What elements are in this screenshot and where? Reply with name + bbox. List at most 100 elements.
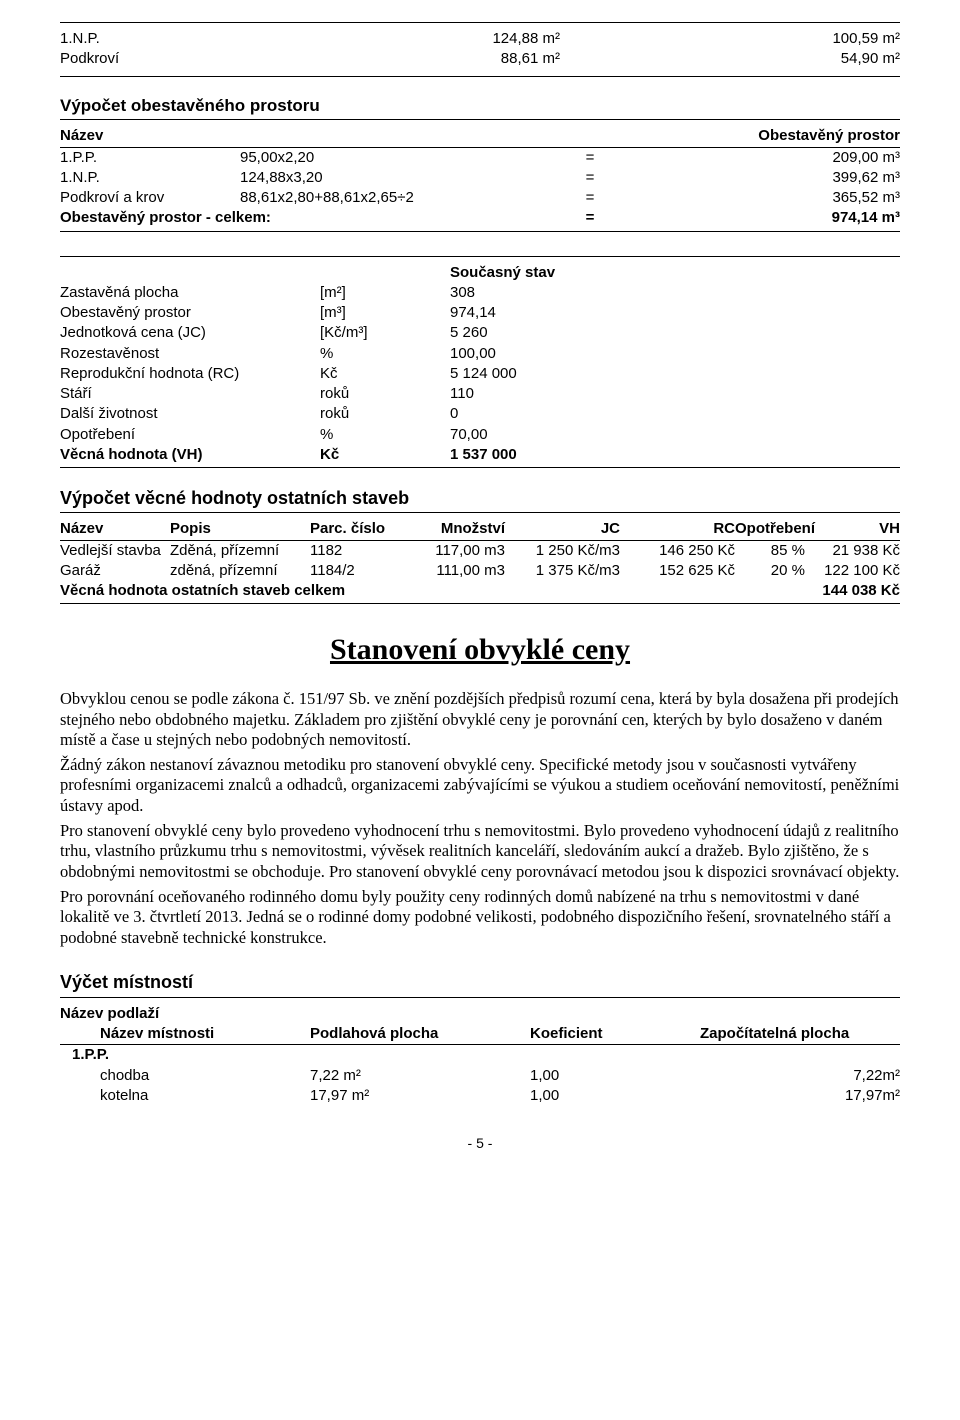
area-val-a: 124,88 m² (240, 29, 560, 49)
ss-val: 100,00 (410, 344, 900, 364)
th-popis: Popis (170, 519, 310, 539)
paragraph: Obvyklou cenou se podle zákona č. 151/97… (60, 689, 900, 751)
rule (60, 256, 900, 257)
vh-opot: 20 % (735, 561, 805, 581)
vh-vh: 21 938 Kč (805, 541, 900, 561)
th-rc: RC (620, 519, 735, 539)
rule (60, 997, 900, 998)
vh-total-val: 144 038 Kč (822, 581, 900, 601)
vop-head-prostor: Obestavěný prostor (610, 126, 900, 146)
mist-zap: 7,22m² (700, 1066, 900, 1086)
ss-final-val: 1 537 000 (410, 445, 900, 465)
ss-label: Rozestavěnost (60, 344, 320, 364)
mist-koef: 1,00 (530, 1066, 700, 1086)
ss-val: 0 (410, 404, 900, 424)
section-title-mistnosti: Výčet místností (60, 970, 900, 994)
area-name: 1.N.P. (60, 29, 240, 49)
table-row: Obestavěný prostor[m³]974,14 (60, 303, 900, 323)
table-row: Jednotková cena (JC)[Kč/m³]5 260 (60, 323, 900, 343)
rule (60, 467, 900, 468)
ss-unit: % (320, 425, 410, 445)
vop-name: 1.P.P. (60, 148, 240, 168)
ss-title: Současný stav (410, 263, 900, 283)
vop-name: 1.N.P. (60, 168, 240, 188)
th-vh: VH (805, 519, 900, 539)
main-heading: Stanovení obvyklé ceny (60, 630, 900, 671)
ss-label: Opotřebení (60, 425, 320, 445)
section-title-vh-ostatni: Výpočet věcné hodnoty ostatních staveb (60, 486, 900, 510)
vop-total-val: 974,14 m³ (610, 208, 900, 228)
vop-expr: 95,00x2,20 (240, 148, 570, 168)
table-row: Vedlejší stavba Zděná, přízemní 1182 117… (60, 541, 900, 561)
ss-val: 110 (410, 384, 900, 404)
ss-label: Další životnost (60, 404, 320, 424)
mist-name: kotelna (60, 1086, 310, 1106)
ss-title-row: Současný stav (60, 263, 900, 283)
mist-head-plocha: Podlahová plocha (310, 1024, 530, 1044)
mist-plocha: 7,22 m² (310, 1066, 530, 1086)
ss-label: Reprodukční hodnota (RC) (60, 364, 320, 384)
rule (60, 119, 900, 120)
ss-unit: [m³] (320, 303, 410, 323)
ss-unit: [Kč/m³] (320, 323, 410, 343)
ss-final-row: Věcná hodnota (VH)Kč1 537 000 (60, 445, 900, 465)
th-parc: Parc. číslo (310, 519, 400, 539)
table-row: chodba 7,22 m² 1,00 7,22m² (60, 1066, 900, 1086)
ss-unit: Kč (320, 364, 410, 384)
vop-val: 209,00 m³ (610, 148, 900, 168)
vh-nazev: Garáž (60, 561, 170, 581)
vop-eq: = (570, 188, 610, 208)
page: 1.N.P. 124,88 m² 100,59 m² Podkroví 88,6… (0, 0, 960, 1193)
vh-nazev: Vedlejší stavba (60, 541, 170, 561)
vh-rc: 146 250 Kč (620, 541, 735, 561)
table-row: 1.N.P. 124,88 m² 100,59 m² (60, 29, 900, 49)
ss-final-label: Věcná hodnota (VH) (60, 445, 320, 465)
section-title-vop: Výpočet obestavěného prostoru (60, 95, 900, 118)
table-row: 1.N.P. 124,88x3,20 = 399,62 m³ (60, 168, 900, 188)
area-name: Podkroví (60, 49, 240, 69)
top-areas-table: 1.N.P. 124,88 m² 100,59 m² Podkroví 88,6… (60, 29, 900, 70)
mist-head-name: Název místnosti (60, 1024, 310, 1044)
table-row: Garáž zděná, přízemní 1184/2 111,00 m3 1… (60, 561, 900, 581)
vh-popis: zděná, přízemní (170, 561, 310, 581)
mist-koef: 1,00 (530, 1086, 700, 1106)
body-text: Obvyklou cenou se podle zákona č. 151/97… (60, 689, 900, 949)
table-row: Opotřebení%70,00 (60, 425, 900, 445)
mist-plocha: 17,97 m² (310, 1086, 530, 1106)
table-row: Rozestavěnost%100,00 (60, 344, 900, 364)
vop-total-label: Obestavěný prostor - celkem: (60, 208, 570, 228)
th-nazev: Název (60, 519, 170, 539)
vh-parc: 1184/2 (310, 561, 400, 581)
table-row: Zastavěná plocha[m²]308 (60, 283, 900, 303)
mist-head-row: Název místnosti Podlahová plocha Koefici… (60, 1024, 900, 1044)
vop-val: 399,62 m³ (610, 168, 900, 188)
ss-val: 308 (410, 283, 900, 303)
ss-label: Jednotková cena (JC) (60, 323, 320, 343)
th-opot: Opotřebení (735, 519, 805, 539)
page-number: - 5 - (60, 1134, 900, 1153)
paragraph: Pro porovnání oceňovaného rodinného domu… (60, 887, 900, 949)
mist-name: chodba (60, 1066, 310, 1086)
area-val-b: 54,90 m² (560, 49, 900, 69)
vop-val: 365,52 m³ (610, 188, 900, 208)
rule (60, 512, 900, 513)
vh-total-row: Věcná hodnota ostatních staveb celkem 14… (60, 581, 900, 601)
vh-parc: 1182 (310, 541, 400, 561)
ss-unit: roků (320, 404, 410, 424)
rule (60, 231, 900, 232)
vh-table-head: Název Popis Parc. číslo Množství JC RC O… (60, 519, 900, 539)
ss-unit: roků (320, 384, 410, 404)
vop-total-row: Obestavěný prostor - celkem: = 974,14 m³ (60, 208, 900, 228)
vh-popis: Zděná, přízemní (170, 541, 310, 561)
vop-head-nazev: Název (60, 126, 240, 146)
table-row: Reprodukční hodnota (RC)Kč5 124 000 (60, 364, 900, 384)
area-val-b: 100,59 m² (560, 29, 900, 49)
paragraph: Žádný zákon nestanoví závaznou metodiku … (60, 755, 900, 817)
rule (60, 22, 900, 23)
th-mnoz: Množství (400, 519, 505, 539)
rule (60, 603, 900, 604)
ss-label: Zastavěná plocha (60, 283, 320, 303)
vop-header: Název Obestavěný prostor (60, 126, 900, 146)
ss-val: 5 260 (410, 323, 900, 343)
vop-expr: 124,88x3,20 (240, 168, 570, 188)
